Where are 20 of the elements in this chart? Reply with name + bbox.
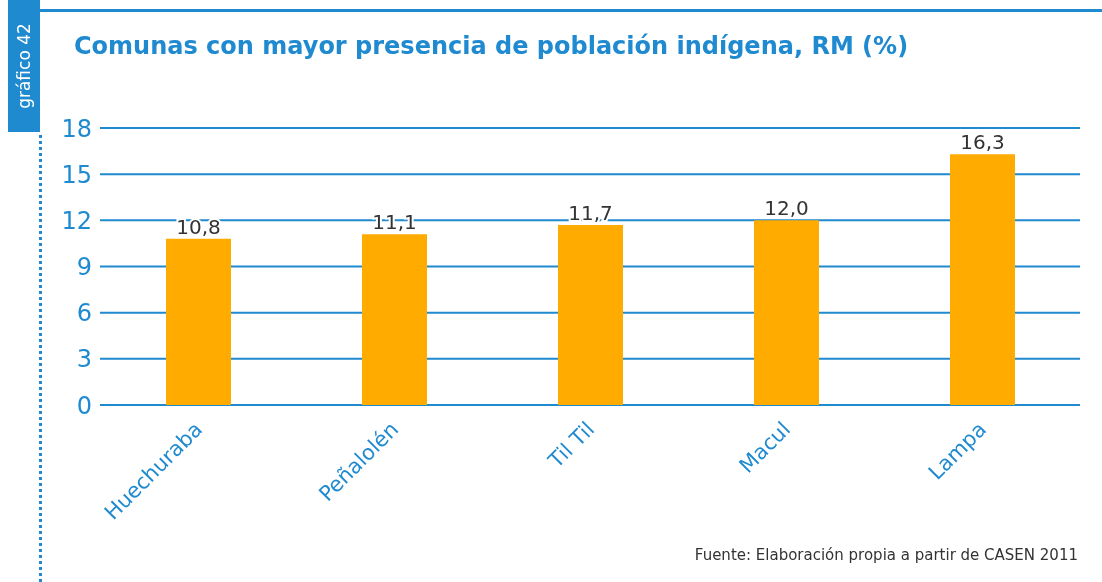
bar [558, 224, 623, 405]
data-label: 10,8 [176, 214, 221, 239]
y-tick-label: 9 [76, 253, 92, 282]
y-tick-label: 15 [61, 160, 92, 189]
bar [166, 238, 231, 405]
data-label: 16,3 [960, 130, 1005, 155]
data-label: 11,7 [568, 200, 613, 225]
bar [754, 220, 819, 405]
y-tick-label: 3 [76, 345, 92, 374]
text: gráfico 42 [14, 23, 34, 109]
x-tick-label: Til Til [543, 417, 600, 474]
source-note: Fuente: Elaboración propia a partir de CASEN 2011 [694, 546, 1078, 564]
bar [950, 154, 1015, 405]
y-tick-label: 18 [61, 114, 92, 143]
chart-title: Comunas con mayor presencia de población indígena, RM (%) [74, 32, 909, 60]
y-tick-label: 12 [61, 206, 92, 235]
y-tick-label: 6 [76, 299, 92, 328]
data-label: 12,0 [764, 196, 809, 221]
bar [362, 234, 427, 405]
y-tick-label: 0 [76, 391, 92, 420]
